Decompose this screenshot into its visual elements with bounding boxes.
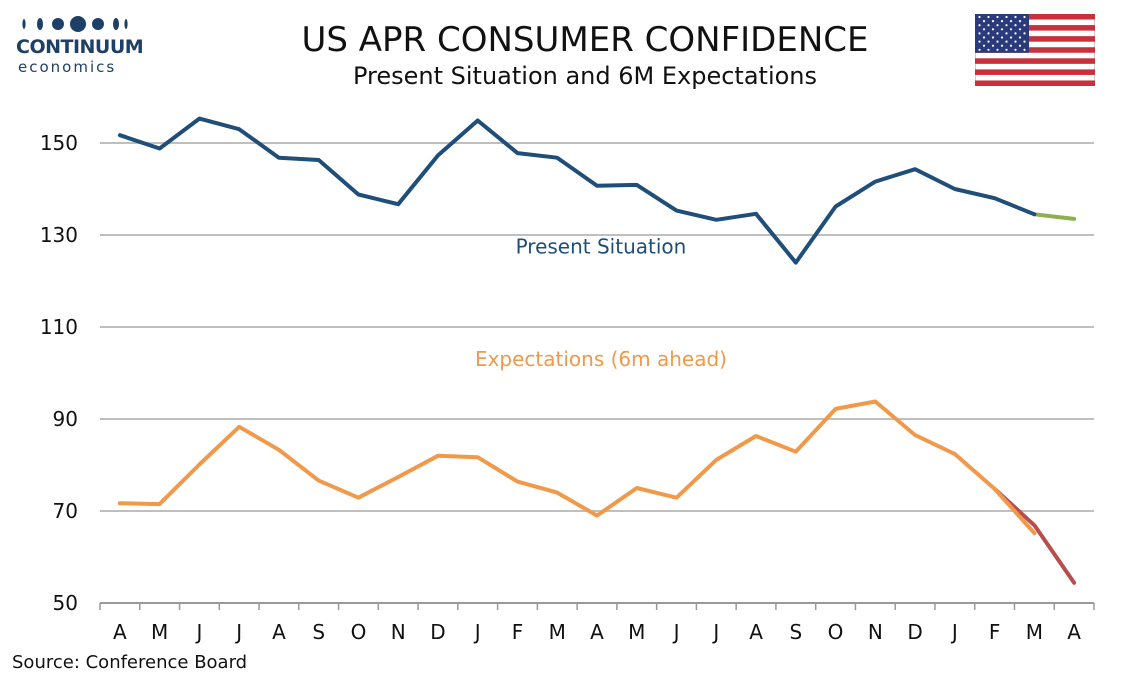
x-tick-label: S — [312, 620, 325, 644]
logo-subtitle: economics — [18, 58, 117, 76]
expectations-label: Expectations (6m ahead) — [475, 347, 727, 371]
x-tick-label: J — [711, 620, 719, 644]
y-tick-label: 90 — [53, 407, 78, 431]
x-tick-label: A — [590, 620, 604, 644]
y-tick-label: 70 — [53, 499, 78, 523]
x-tick-label: O — [828, 620, 844, 644]
chart-title: US APR CONSUMER CONFIDENCE — [301, 20, 869, 60]
chart-subtitle: Present Situation and 6M Expectations — [352, 62, 818, 90]
grid-lines — [100, 142, 1094, 512]
x-tick-label: N — [868, 620, 883, 644]
series — [117, 116, 1077, 585]
x-tick-label: M — [549, 620, 566, 644]
x-tick-label: A — [113, 620, 127, 644]
us-flag-icon — [975, 14, 1095, 86]
x-tick-label: J — [194, 620, 202, 644]
present-situation-latest-line — [1032, 212, 1077, 221]
x-tick-label: M — [151, 620, 168, 644]
logo-dots-icon — [22, 16, 128, 32]
x-tick-label: O — [351, 620, 367, 644]
x-tick-label: J — [950, 620, 958, 644]
x-tick-label: D — [907, 620, 922, 644]
x-tick-label: D — [430, 620, 445, 644]
y-tick-label: 50 — [53, 591, 78, 615]
y-tick-label: 130 — [40, 223, 78, 247]
source-note: Source: Conference Board — [12, 652, 248, 673]
x-tick-label: N — [391, 620, 406, 644]
y-tick-label: 150 — [40, 131, 78, 155]
x-tick-label: A — [749, 620, 763, 644]
x-tick-label: J — [473, 620, 481, 644]
x-tick-label: F — [512, 620, 524, 644]
x-tick-label: A — [1067, 620, 1081, 644]
y-tick-label: 110 — [40, 315, 78, 339]
logo-brand: CONTINUUM — [16, 36, 144, 58]
x-tick-label: M — [1026, 620, 1043, 644]
x-tick-label: J — [234, 620, 242, 644]
series-labels: Present Situation Expectations (6m ahead) — [475, 234, 727, 371]
expectations-line — [117, 399, 1037, 536]
x-tick-label: M — [628, 620, 645, 644]
x-tick-label: F — [989, 620, 1001, 644]
logo: CONTINUUM economics — [10, 14, 144, 76]
x-tick-label: A — [272, 620, 286, 644]
x-tick-label: J — [672, 620, 680, 644]
present-situation-label: Present Situation — [516, 234, 687, 258]
present-situation-line — [117, 116, 1037, 265]
x-tick-label: S — [789, 620, 802, 644]
